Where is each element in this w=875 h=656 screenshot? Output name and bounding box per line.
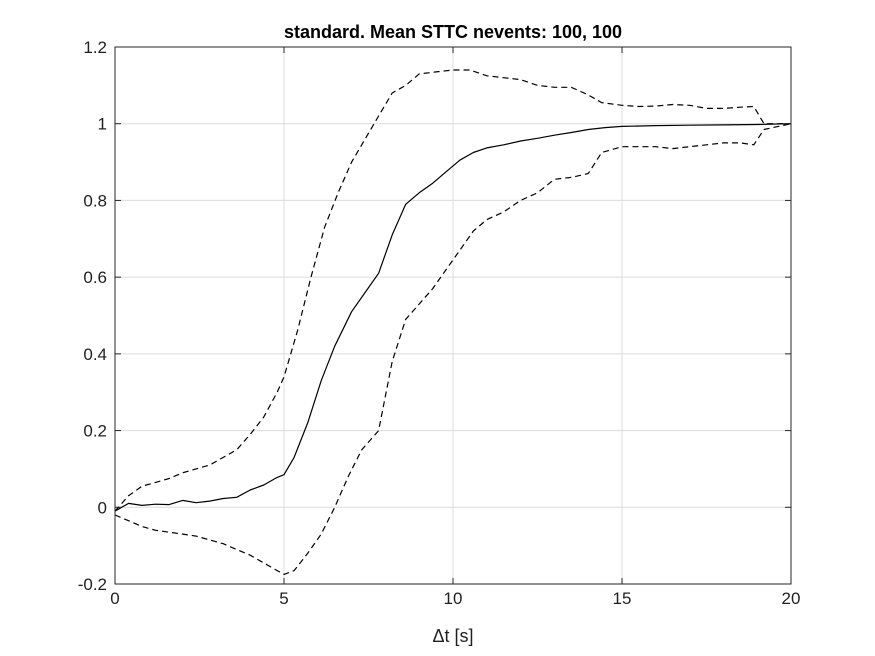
x-tick-label: 0 — [110, 589, 119, 608]
y-tick-label: 0.2 — [83, 422, 107, 441]
x-tick-label: 15 — [613, 589, 632, 608]
y-tick-label: 0.8 — [83, 191, 107, 210]
x-axis-label: Δt [s] — [432, 626, 473, 646]
y-tick-label: -0.2 — [78, 575, 107, 594]
grid — [114, 46, 792, 585]
series-group — [114, 69, 792, 575]
y-tick-label: 1 — [98, 115, 107, 134]
y-tick-label: 0.6 — [83, 268, 107, 287]
x-tick-label: 20 — [782, 589, 801, 608]
y-tick-label: 0 — [98, 498, 107, 517]
x-tick-label: 5 — [279, 589, 288, 608]
dashed-series-line-1 — [114, 69, 791, 512]
y-tick-label: 1.2 — [83, 38, 107, 57]
solid-series-line-0 — [114, 123, 792, 512]
y-tick-label: 0.4 — [83, 345, 107, 364]
x-tick-label: 10 — [444, 589, 463, 608]
dashed-series-line-2 — [114, 123, 792, 575]
chart-title: standard. Mean STTC nevents: 100, 100 — [284, 22, 622, 42]
ticks: 0 5 10 15 20-0.200.20.40.60.811.2 — [78, 38, 801, 608]
